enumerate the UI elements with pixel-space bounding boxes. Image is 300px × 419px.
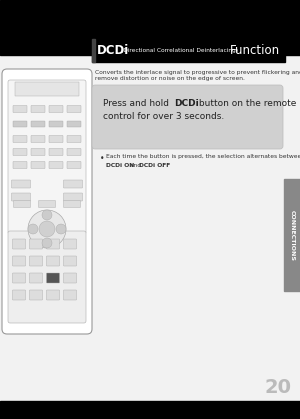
FancyBboxPatch shape [31,148,45,155]
FancyBboxPatch shape [13,239,26,249]
Circle shape [28,210,66,248]
Circle shape [28,224,38,234]
FancyBboxPatch shape [29,273,43,283]
FancyBboxPatch shape [11,193,31,201]
FancyBboxPatch shape [67,106,81,112]
Text: Each time the button is pressed, the selection alternates between: Each time the button is pressed, the sel… [106,154,300,159]
FancyBboxPatch shape [31,161,45,168]
FancyBboxPatch shape [64,256,76,266]
Text: Function: Function [230,44,280,57]
Text: control for over 3 seconds.: control for over 3 seconds. [103,112,224,121]
Bar [0,401,300,419]
FancyBboxPatch shape [64,273,76,283]
FancyBboxPatch shape [49,135,63,142]
Text: DCDi: DCDi [174,99,199,108]
FancyBboxPatch shape [64,290,76,300]
FancyBboxPatch shape [13,290,26,300]
FancyBboxPatch shape [49,161,63,168]
Text: DCDi ON: DCDi ON [106,163,134,168]
FancyBboxPatch shape [13,256,26,266]
FancyBboxPatch shape [92,85,283,149]
Text: Press and hold: Press and hold [103,99,172,108]
FancyBboxPatch shape [38,201,56,207]
Text: CONNECTIONS: CONNECTIONS [290,210,295,261]
FancyBboxPatch shape [14,201,31,207]
Bar [284,179,300,291]
Bar [92,39,95,62]
FancyBboxPatch shape [49,106,63,112]
FancyBboxPatch shape [29,239,43,249]
FancyBboxPatch shape [64,180,83,188]
FancyBboxPatch shape [29,256,43,266]
FancyBboxPatch shape [46,239,59,249]
Text: and: and [128,163,143,168]
Text: (Directional Correlational Deinterlacing): (Directional Correlational Deinterlacing… [121,48,238,53]
FancyBboxPatch shape [13,121,27,127]
FancyBboxPatch shape [11,180,31,188]
Text: .: . [161,163,163,168]
FancyBboxPatch shape [46,273,59,283]
FancyBboxPatch shape [31,135,45,142]
FancyBboxPatch shape [67,161,81,168]
FancyBboxPatch shape [29,290,43,300]
FancyBboxPatch shape [13,106,27,112]
Text: 20: 20 [265,378,292,397]
FancyBboxPatch shape [64,239,76,249]
FancyBboxPatch shape [64,193,83,201]
Circle shape [39,221,55,237]
FancyBboxPatch shape [8,80,86,234]
FancyBboxPatch shape [67,148,81,155]
FancyBboxPatch shape [67,135,81,142]
Bar [0,55,300,401]
Bar [0,0,300,55]
FancyBboxPatch shape [49,148,63,155]
Text: DCDi: DCDi [97,44,129,57]
Text: DCDi OFF: DCDi OFF [139,163,170,168]
Text: button on the remote: button on the remote [196,99,296,108]
FancyBboxPatch shape [31,106,45,112]
FancyBboxPatch shape [13,135,27,142]
Bar [15,82,79,96]
Circle shape [42,210,52,220]
Circle shape [42,238,52,248]
FancyBboxPatch shape [13,161,27,168]
FancyBboxPatch shape [2,69,92,334]
FancyBboxPatch shape [31,121,45,127]
FancyBboxPatch shape [13,273,26,283]
Circle shape [56,224,66,234]
FancyBboxPatch shape [46,256,59,266]
FancyBboxPatch shape [49,121,63,127]
Text: •: • [100,154,104,163]
FancyBboxPatch shape [46,290,59,300]
FancyBboxPatch shape [67,121,81,127]
Text: Converts the interlace signal to progressive to prevent flickering and to
remove: Converts the interlace signal to progres… [95,70,300,81]
FancyBboxPatch shape [64,201,80,207]
FancyBboxPatch shape [13,148,27,155]
Bar [92,39,285,62]
FancyBboxPatch shape [8,231,86,323]
